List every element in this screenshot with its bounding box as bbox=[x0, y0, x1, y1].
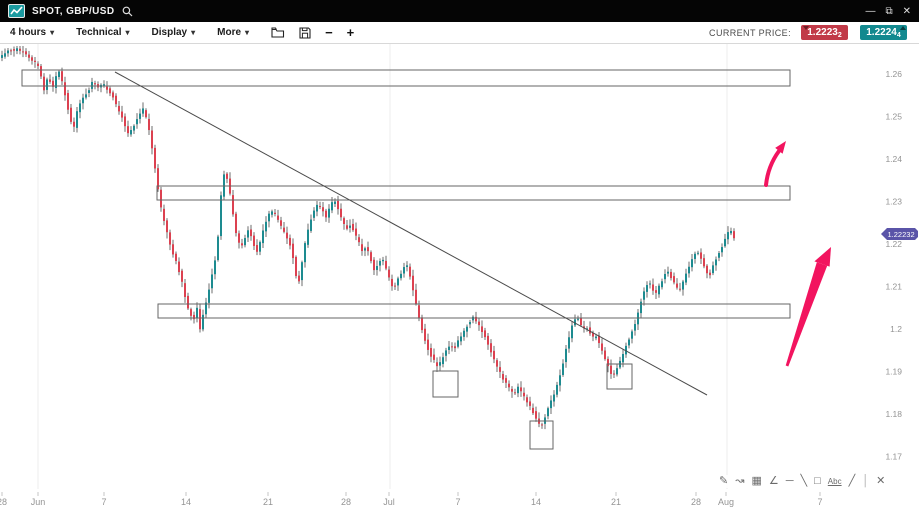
resistance-zone-1.23[interactable] bbox=[156, 185, 791, 201]
bid-price-badge: 1.2223 2 bbox=[801, 25, 848, 40]
save-icon[interactable] bbox=[299, 26, 311, 39]
search-icon[interactable] bbox=[122, 6, 133, 17]
zoom-out-button[interactable]: − bbox=[325, 25, 333, 40]
price-tick-label: 1.18 bbox=[885, 409, 902, 419]
zoom-in-button[interactable]: + bbox=[346, 25, 355, 40]
chart-area[interactable]: 1.26 1.25 1.24 1.23 1.22 1.21 1.2 1.19 1.18 1.17 2… bbox=[0, 44, 919, 516]
price-tick-label: 1.23 bbox=[885, 197, 902, 207]
technical-dropdown[interactable]: Technical ▾ bbox=[76, 27, 130, 38]
time-tick-label: 21 bbox=[263, 497, 273, 507]
more-dropdown[interactable]: More ▾ bbox=[217, 27, 250, 38]
bullish-arrow-big[interactable] bbox=[785, 247, 831, 367]
chevron-down-icon: ▾ bbox=[50, 28, 55, 37]
bullish-arrow-small[interactable] bbox=[764, 141, 786, 187]
time-tick-label: 21 bbox=[611, 497, 621, 507]
chevron-down-icon: ▾ bbox=[245, 28, 250, 37]
price-tick-label: 1.26 bbox=[885, 69, 902, 79]
hline-tool-icon[interactable]: ─ bbox=[785, 475, 794, 487]
chevron-down-icon: ▾ bbox=[191, 28, 196, 37]
toolbar-separator: │ bbox=[862, 475, 870, 487]
descending-trendline[interactable] bbox=[114, 71, 708, 396]
price-tick-label: 1.21 bbox=[885, 282, 902, 292]
drawing-toolbar: ✎ ↝ ▦ ∠ ─ ╲ □ Abc ╱ │ ✕ bbox=[716, 475, 889, 488]
minimize-button[interactable]: — bbox=[865, 5, 876, 17]
price-tick-label: 1.2 bbox=[890, 324, 902, 334]
close-button[interactable]: ✕ bbox=[902, 5, 911, 17]
price-tick-label: 1.25 bbox=[885, 112, 902, 122]
price-tick-label: 1.19 bbox=[885, 367, 902, 377]
text-tool-icon[interactable]: Abc bbox=[827, 476, 842, 486]
display-dropdown[interactable]: Display ▾ bbox=[151, 27, 196, 38]
restore-button[interactable]: ⧉ bbox=[885, 5, 893, 17]
time-tick-label: Jul bbox=[383, 497, 395, 507]
price-tick-label: 1.24 bbox=[885, 154, 902, 164]
trendline-tool-icon[interactable]: ╲ bbox=[800, 475, 808, 487]
close-tools-icon[interactable]: ✕ bbox=[876, 475, 886, 487]
support-zone-1.205[interactable] bbox=[157, 303, 791, 319]
current-price-label: CURRENT PRICE: bbox=[709, 27, 791, 38]
swing-low-box-2[interactable] bbox=[529, 420, 554, 450]
candles bbox=[1, 46, 735, 430]
chevron-down-icon: ▾ bbox=[125, 28, 130, 37]
time-tick-label: 14 bbox=[531, 497, 541, 507]
ray-tool-icon[interactable]: ╱ bbox=[848, 475, 856, 487]
rect-tool-icon[interactable]: □ bbox=[814, 475, 821, 487]
swing-low-box-1[interactable] bbox=[432, 370, 459, 398]
time-axis: 28 Jun 7 14 21 28 Jul 7 14 21 28 Aug 7 bbox=[0, 492, 823, 507]
window-titlebar: SPOT, GBP/USD — ⧉ ✕ bbox=[0, 0, 919, 22]
time-tick-label: 7 bbox=[455, 497, 460, 507]
tick-down-icon bbox=[803, 26, 809, 30]
current-price-marker: 1.22232 bbox=[881, 228, 918, 240]
grid-tool-icon[interactable]: ▦ bbox=[751, 475, 762, 487]
candlestick-chart[interactable]: 1.26 1.25 1.24 1.23 1.22 1.21 1.2 1.19 1.18 1.17 2… bbox=[0, 44, 919, 516]
pen-tool-icon[interactable]: ✎ bbox=[719, 475, 729, 487]
time-tick-label: 7 bbox=[101, 497, 106, 507]
app-logo-icon bbox=[8, 4, 25, 18]
price-tick-label: 1.17 bbox=[885, 452, 902, 462]
time-tick-label: 14 bbox=[181, 497, 191, 507]
time-tick-label: 28 bbox=[341, 497, 351, 507]
ask-price-badge: 1.2224 4 bbox=[860, 25, 907, 40]
chart-title: SPOT, GBP/USD bbox=[32, 5, 115, 17]
time-tick-label: 7 bbox=[817, 497, 822, 507]
current-price-value: 1.22232 bbox=[888, 230, 915, 239]
time-tick-label: 28 bbox=[691, 497, 701, 507]
time-tick-label: Aug bbox=[718, 497, 734, 507]
swing-low-box-3[interactable] bbox=[606, 363, 633, 390]
time-tick-label: 28 bbox=[0, 497, 7, 507]
fan-lines-tool-icon[interactable]: ∠ bbox=[768, 475, 779, 487]
gridlines bbox=[37, 44, 728, 489]
open-folder-icon[interactable] bbox=[271, 27, 285, 38]
price-axis: 1.26 1.25 1.24 1.23 1.22 1.21 1.2 1.19 1.18 1.17 bbox=[885, 69, 902, 462]
resistance-zone-1.26[interactable] bbox=[21, 69, 791, 87]
curve-tool-icon[interactable]: ↝ bbox=[735, 475, 745, 487]
time-tick-label: Jun bbox=[31, 497, 46, 507]
price-tick-label: 1.22 bbox=[885, 239, 902, 249]
chart-toolbar: 4 hours ▾ Technical ▾ Display ▾ More ▾ −… bbox=[0, 22, 919, 44]
timeframe-dropdown[interactable]: 4 hours ▾ bbox=[10, 27, 55, 38]
tick-up-icon bbox=[900, 26, 906, 30]
